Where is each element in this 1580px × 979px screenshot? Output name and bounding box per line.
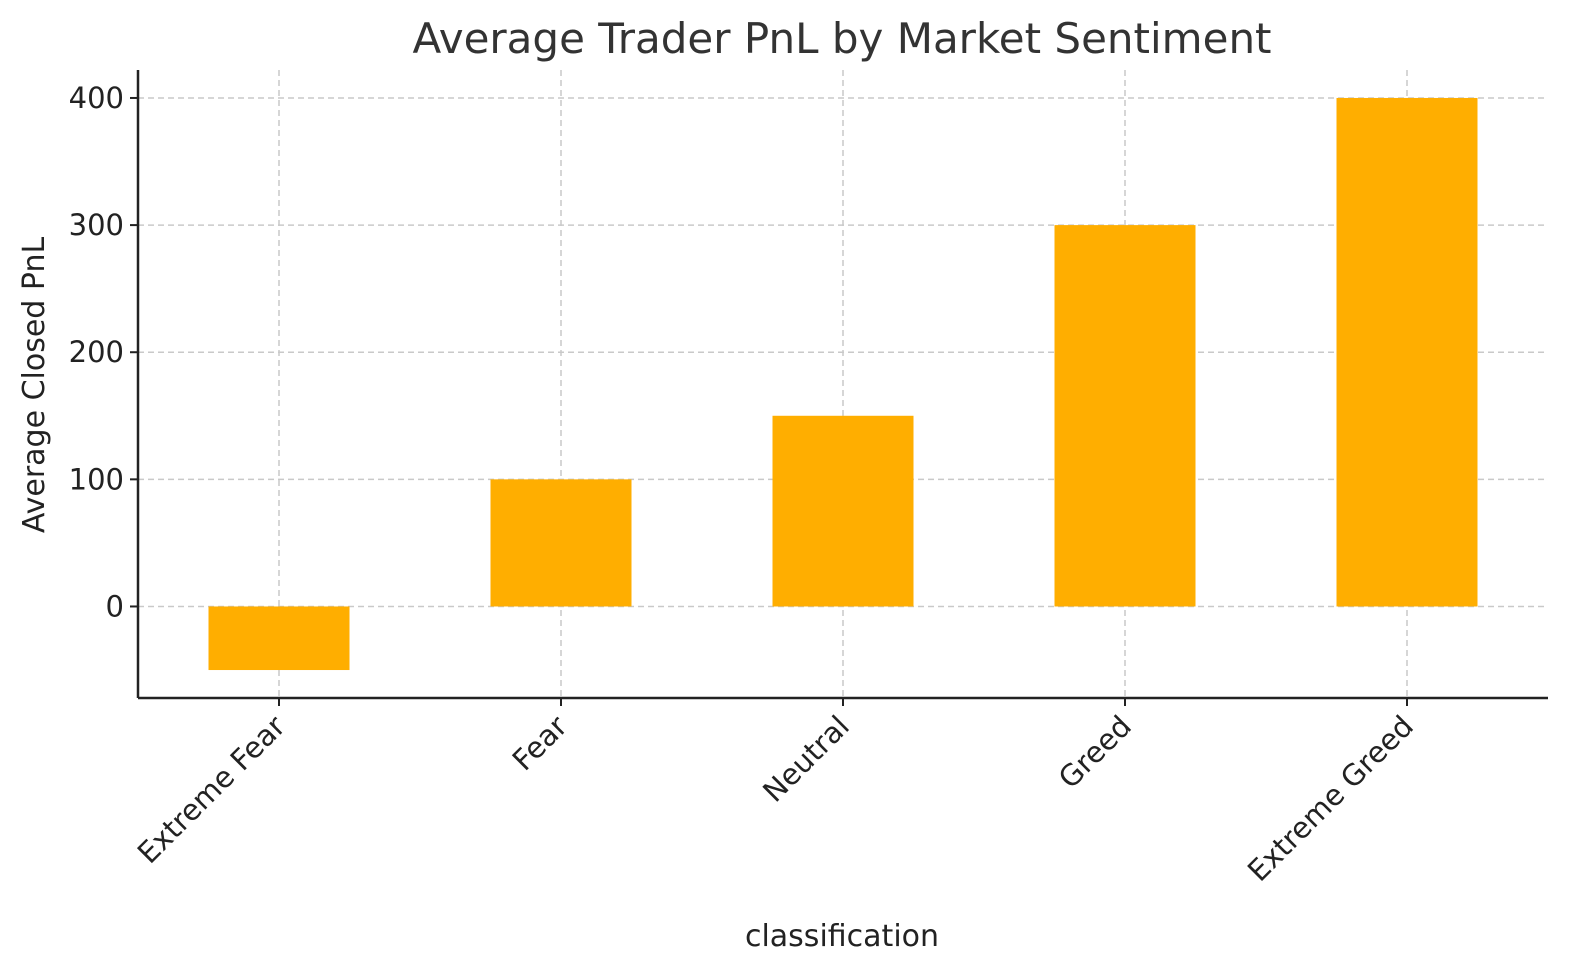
bars-layer [208,97,1478,671]
bar [1336,97,1478,607]
x-tick-label: Greed [1052,709,1138,795]
bar [772,415,914,607]
y-tick-label: 0 [106,589,124,623]
bar [208,606,350,671]
chart-title: Average Trader PnL by Market Sentiment [412,14,1271,63]
y-tick-label: 200 [69,335,124,369]
x-axis-label: classification [745,919,939,954]
x-tick-label: Fear [506,709,574,777]
x-tick-label: Extreme Greed [1241,709,1420,888]
y-tick-label: 300 [69,208,124,242]
y-axis-label: Average Closed PnL [17,237,52,534]
labels-layer: 0 100 200 300 400 Extreme Fear Fear Neutral Gree… [69,81,1420,888]
y-tick-label: 100 [69,462,124,496]
axes-layer [130,70,1548,706]
y-tick-label: 400 [69,81,124,115]
x-tick-label: Extreme Fear [131,709,292,870]
x-tick-label: Neutral [756,709,856,809]
bar [1054,225,1196,607]
bar [490,479,632,607]
